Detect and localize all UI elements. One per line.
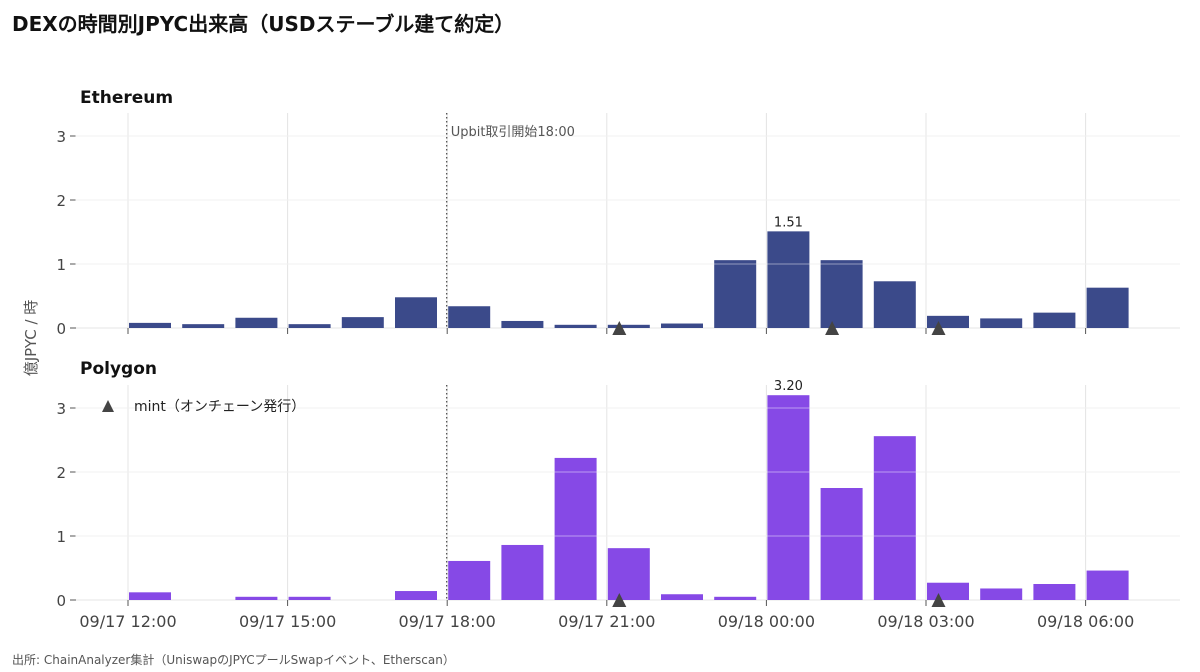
ethereum-bar [767,231,810,328]
polygon-bar [927,582,969,600]
ethereum-ytick-label: 3 [56,128,66,146]
legend-mint-label: mint（オンチェーン発行） [134,399,305,415]
ethereum-ytick-label: 0 [56,320,66,338]
chart-title: DEXの時間別JPYC出来高（USDステーブル建て約定） [12,12,514,36]
polygon-mint-marker [612,593,627,607]
polygon-mint-marker [931,593,946,607]
polygon-bar [607,548,650,600]
ethereum-bar [341,317,384,328]
ethereum-bar [1033,312,1076,328]
ethereum-bar [980,318,1023,328]
y-axis-label: 億JPYC / 時 [22,300,40,377]
legend: mint（オンチェーン発行） [102,399,305,415]
ethereum-ytick-label: 2 [56,192,66,210]
polygon-xtick-label: 09/17 21:00 [558,612,655,631]
polygon-bar [1033,584,1076,600]
ethereum-mint-marker [931,321,946,335]
ethereum-panel: 0 1 2 3 1.51 Upbit取引開始18:00 [56,113,1180,338]
ethereum-upbit-annotation: Upbit取引開始18:00 [451,125,575,140]
polygon-ytick-label: 0 [56,592,66,610]
polygon-bar [501,544,544,600]
ethereum-bar [448,306,491,328]
polygon-bar [661,594,703,600]
polygon-bar [235,596,278,600]
ethereum-bar [820,260,863,328]
polygon-bar [395,591,437,600]
polygon-panel-title: Polygon [80,359,157,379]
legend-mint-marker-icon [102,400,114,412]
polygon-ytick-label: 1 [56,528,66,546]
ethereum-data-label: 1.51 [774,215,803,230]
polygon-bar [980,588,1023,600]
polygon-xtick-label: 09/17 18:00 [399,612,496,631]
polygon-bar [714,596,757,600]
ethereum-bar [714,260,757,328]
polygon-xtick-label: 09/17 15:00 [239,612,336,631]
polygon-ytick-label: 2 [56,464,66,482]
ethereum-mint-marker [825,321,840,335]
polygon-ytick-label: 3 [56,400,66,418]
polygon-bar [448,560,491,600]
polygon-xtick-label: 09/18 06:00 [1037,612,1134,631]
ethereum-bar [395,297,437,328]
ethereum-bar [661,323,703,328]
ethereum-bar [288,324,331,328]
polygon-bar [554,457,597,600]
ethereum-bar [501,320,544,328]
ethereum-bar [873,281,916,328]
polygon-xtick-label: 09/18 03:00 [877,612,974,631]
ethereum-bar [927,315,969,328]
ethereum-bar [182,324,225,328]
ethereum-bar [129,322,171,328]
polygon-bar [1086,570,1129,600]
polygon-panel: 0 1 2 3 3.20 09/17 12:00 09/17 15:00 09/17 18:0… [56,379,1180,631]
ethereum-mint-marker [612,321,627,335]
polygon-bar [820,488,863,600]
polygon-bar [767,395,810,600]
polygon-bar [873,436,916,600]
polygon-xtick-label: 09/18 00:00 [718,612,815,631]
source-note: 出所: ChainAnalyzer集計（UniswapのJPYCプールSwapイ… [12,652,455,667]
ethereum-bar [607,324,650,328]
polygon-bar [288,596,331,600]
polygon-data-label: 3.20 [774,379,803,394]
ethereum-bar [1086,287,1129,328]
ethereum-bar [235,317,278,328]
polygon-xtick-label: 09/17 12:00 [79,612,176,631]
ethereum-ytick-label: 1 [56,256,66,274]
ethereum-panel-title: Ethereum [80,88,173,108]
polygon-bar [129,592,171,600]
ethereum-bar [554,324,597,328]
